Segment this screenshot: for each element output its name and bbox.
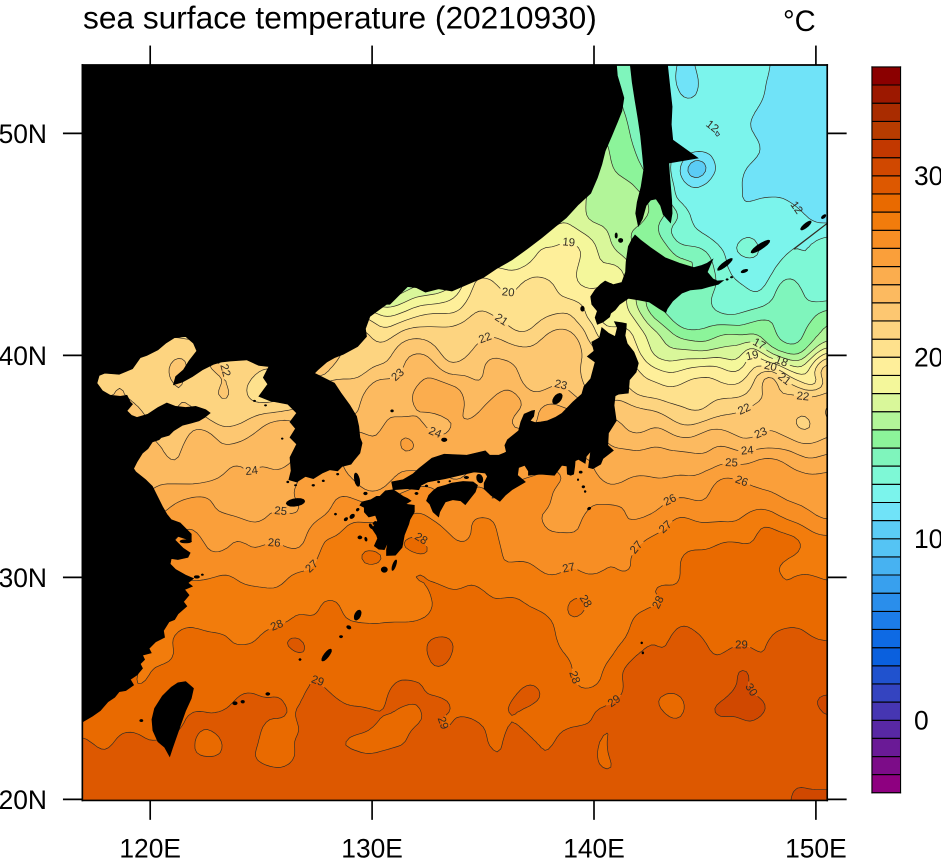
svg-text:29: 29 bbox=[310, 674, 326, 689]
svg-text:28: 28 bbox=[412, 531, 429, 548]
svg-text:22: 22 bbox=[217, 363, 232, 378]
svg-text:30: 30 bbox=[742, 682, 759, 699]
svg-text:30: 30 bbox=[914, 161, 941, 191]
svg-text:sea surface temperature (20210: sea surface temperature (20210930) bbox=[83, 0, 597, 35]
svg-text:28: 28 bbox=[577, 593, 594, 610]
svg-text:50N: 50N bbox=[0, 119, 47, 149]
svg-text:29: 29 bbox=[435, 715, 451, 731]
svg-text:12: 12 bbox=[788, 199, 805, 216]
svg-text:28: 28 bbox=[650, 594, 666, 611]
svg-text:20: 20 bbox=[501, 286, 515, 299]
svg-text:22: 22 bbox=[736, 402, 752, 418]
svg-text:°C: °C bbox=[783, 6, 816, 38]
svg-text:40N: 40N bbox=[0, 341, 47, 371]
svg-text:21: 21 bbox=[493, 312, 510, 329]
svg-text:29: 29 bbox=[735, 639, 748, 651]
svg-text:20N: 20N bbox=[0, 785, 47, 815]
svg-text:25: 25 bbox=[274, 505, 288, 518]
svg-text:19: 19 bbox=[562, 236, 576, 249]
svg-text:26: 26 bbox=[267, 537, 280, 550]
svg-text:120E: 120E bbox=[119, 834, 181, 858]
svg-text:26: 26 bbox=[662, 492, 679, 508]
svg-text:28: 28 bbox=[269, 618, 285, 634]
svg-text:29: 29 bbox=[606, 693, 623, 710]
svg-text:24: 24 bbox=[741, 445, 755, 458]
svg-text:24: 24 bbox=[245, 465, 259, 478]
svg-text:25: 25 bbox=[725, 457, 738, 470]
svg-text:130E: 130E bbox=[341, 834, 403, 858]
svg-text:17: 17 bbox=[751, 336, 768, 353]
svg-text:22: 22 bbox=[477, 331, 493, 347]
svg-text:24: 24 bbox=[427, 425, 443, 441]
svg-text:27: 27 bbox=[561, 561, 576, 575]
svg-text:26: 26 bbox=[733, 474, 749, 490]
svg-text:20: 20 bbox=[763, 360, 778, 374]
svg-text:23: 23 bbox=[753, 425, 769, 441]
svg-text:18: 18 bbox=[773, 354, 789, 370]
svg-text:150E: 150E bbox=[785, 834, 847, 858]
svg-text:10: 10 bbox=[914, 524, 941, 554]
svg-text:23: 23 bbox=[553, 378, 568, 393]
svg-text:0: 0 bbox=[914, 705, 929, 735]
svg-text:140E: 140E bbox=[563, 834, 625, 858]
svg-text:20: 20 bbox=[914, 342, 941, 372]
svg-text:28: 28 bbox=[566, 670, 581, 686]
svg-text:30N: 30N bbox=[0, 563, 47, 593]
svg-text:22: 22 bbox=[796, 390, 810, 403]
svg-text:19: 19 bbox=[745, 349, 760, 363]
